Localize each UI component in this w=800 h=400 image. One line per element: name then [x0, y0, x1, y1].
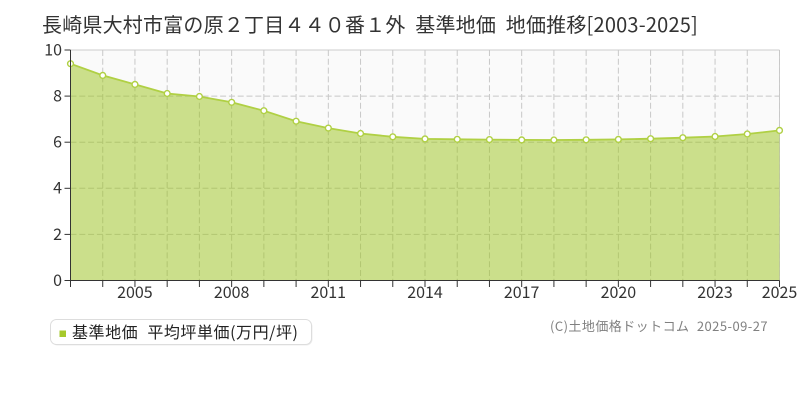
svg-text:2011: 2011: [311, 279, 347, 303]
svg-text:4: 4: [53, 175, 62, 199]
svg-text:2008: 2008: [214, 279, 250, 303]
svg-text:2014: 2014: [407, 279, 443, 303]
svg-text:2: 2: [53, 221, 62, 245]
svg-text:6: 6: [53, 129, 62, 153]
svg-text:長崎県大村市富の原２丁目４４０番１外 基準地価 地価推移[2: 長崎県大村市富の原２丁目４４０番１外 基準地価 地価推移[2003-2025]: [42, 9, 698, 38]
svg-text:基準地価 平均坪単価(万円/坪): 基準地価 平均坪単価(万円/坪): [72, 319, 298, 343]
svg-text:10: 10: [44, 36, 62, 60]
svg-text:2023: 2023: [697, 279, 733, 303]
svg-text:2025: 2025: [762, 279, 798, 303]
svg-text:2020: 2020: [601, 279, 637, 303]
svg-text:2005: 2005: [117, 279, 153, 303]
svg-text:0: 0: [53, 267, 62, 291]
svg-text:(C)土地価格ドットコム 2025-09-27: (C)土地価格ドットコム 2025-09-27: [550, 316, 768, 335]
svg-text:8: 8: [53, 83, 62, 107]
svg-text:2017: 2017: [504, 279, 540, 303]
